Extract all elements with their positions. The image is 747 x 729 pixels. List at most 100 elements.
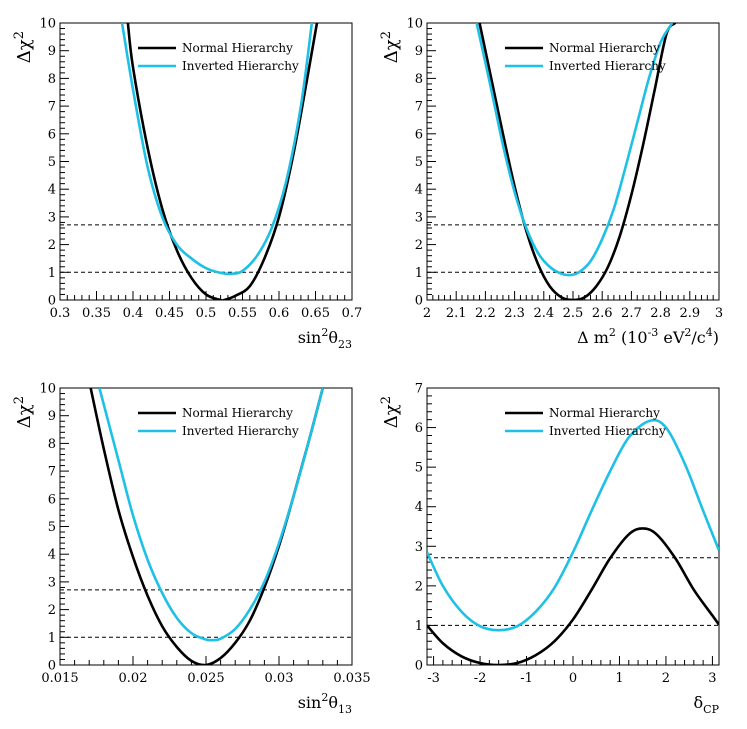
x-tick-label: 2.6: [592, 306, 613, 321]
x-tick-label: -1: [520, 671, 533, 686]
y-tick-label: 3: [48, 575, 56, 590]
y-axis-label: Δχ2: [12, 396, 35, 428]
chart-panel-4: 0 1 2 3 4 5 6 7 -3 -2 -1 0 1 2 3 Normal Hierarchy Invert…: [379, 382, 720, 717]
x-tick-label: 2.2: [475, 306, 496, 321]
y-tick-label: 3: [48, 210, 56, 225]
y-tick-label: 7: [415, 382, 423, 397]
normal-hierarchy-curve: [126, 23, 319, 300]
y-tick-label: 7: [48, 465, 56, 480]
y-tick-label: 1: [48, 631, 56, 646]
y-tick-label: 6: [48, 492, 56, 507]
x-tick-label: 0.035: [333, 671, 370, 686]
y-tick-label: 0: [48, 294, 56, 309]
x-tick-label: 2: [662, 671, 670, 686]
x-tick-label: 2.5: [563, 306, 584, 321]
legend-label: Inverted Hierarchy: [549, 424, 666, 438]
x-tick-label: 0.35: [82, 306, 111, 321]
inverted-hierarchy-curve: [98, 388, 325, 642]
y-tick-label: 9: [415, 44, 423, 59]
y-tick-label: 10: [406, 17, 423, 32]
y-tick-label: 0: [415, 659, 423, 674]
y-tick-label: 1: [415, 266, 423, 281]
x-tick-label: 2.8: [650, 306, 671, 321]
x-tick-label: 0.4: [123, 306, 144, 321]
x-tick-label: 2.1: [446, 306, 467, 321]
y-tick-label: 8: [415, 72, 423, 87]
x-tick-label: 0.7: [342, 306, 363, 321]
y-axis-label: Δχ2: [379, 396, 402, 428]
y-tick-label: 8: [48, 72, 56, 87]
x-tick-label: -2: [474, 671, 487, 686]
x-tick-label: 2.3: [504, 306, 525, 321]
y-tick-label: 1: [415, 619, 423, 634]
y-tick-label: 3: [415, 540, 423, 555]
y-tick-label: 8: [48, 437, 56, 452]
inverted-hierarchy-curve: [120, 23, 314, 276]
y-tick-label: 6: [415, 421, 423, 436]
legend-label: Normal Hierarchy: [549, 406, 660, 420]
inverted-hierarchy-curve: [427, 418, 719, 632]
chart-panel-2: 0 1 2 3 4 5 6 7 8 9 10 2 2.1 2.2 2.3 2.4 2.5 2.6 2.7 2.8 2.9…: [379, 17, 723, 348]
y-tick-label: 3: [415, 210, 423, 225]
y-tick-label: 4: [48, 183, 56, 198]
y-tick-label: 7: [48, 100, 56, 115]
x-axis-label: sin2θ13: [298, 691, 352, 716]
y-tick-label: 6: [48, 127, 56, 142]
x-tick-label: 0.6: [269, 306, 290, 321]
x-tick-label: 0: [569, 671, 577, 686]
legend-label: Normal Hierarchy: [182, 406, 293, 420]
x-tick-label: 2.4: [533, 306, 554, 321]
y-tick-label: 4: [415, 183, 423, 198]
y-tick-label: 5: [48, 520, 56, 535]
x-tick-label: 3: [708, 671, 716, 686]
y-tick-label: 2: [48, 603, 56, 618]
y-tick-label: 5: [415, 155, 423, 170]
x-axis-label: sin2θ23: [298, 326, 352, 351]
normal-hierarchy-curve: [478, 23, 677, 300]
y-tick-label: 2: [415, 579, 423, 594]
x-axis-label: Δ m2 (10-3 eV2/c4): [577, 326, 719, 347]
x-tick-label: -3: [427, 671, 440, 686]
legend-label: Inverted Hierarchy: [182, 424, 299, 438]
chart-panel-3: 0 1 2 3 4 5 6 7 8 9 10 0.015 0.02 0.025 0.03 0.035 Norma…: [12, 382, 371, 717]
chart-panel-1: 0 1 2 3 4 5 6 7 8 9 10 0.3 0.35 0.4 0.45 0.5 0.55 0.6 0.65…: [12, 17, 362, 352]
legend-label: Normal Hierarchy: [549, 41, 660, 55]
y-tick-label: 5: [48, 155, 56, 170]
x-tick-label: 0.025: [187, 671, 224, 686]
x-tick-label: 0.65: [301, 306, 330, 321]
x-tick-label: 0.3: [50, 306, 71, 321]
y-tick-label: 6: [415, 127, 423, 142]
y-tick-label: 7: [415, 100, 423, 115]
x-tick-label: 1: [615, 671, 623, 686]
x-tick-label: 0.02: [119, 671, 148, 686]
normal-hierarchy-curve: [427, 527, 719, 665]
legend-label: Normal Hierarchy: [182, 41, 293, 55]
y-tick-label: 10: [39, 17, 56, 32]
y-tick-label: 9: [48, 409, 56, 424]
x-tick-label: 3: [715, 306, 723, 321]
y-tick-label: 9: [48, 44, 56, 59]
y-tick-label: 0: [48, 659, 56, 674]
y-tick-label: 2: [48, 238, 56, 253]
y-tick-label: 4: [415, 500, 423, 515]
y-axis-label: Δχ2: [379, 31, 402, 63]
legend-label: Inverted Hierarchy: [182, 59, 299, 73]
inverted-hierarchy-curve: [475, 23, 674, 277]
y-tick-label: 1: [48, 266, 56, 281]
x-tick-label: 2.7: [621, 306, 642, 321]
y-tick-label: 0: [415, 294, 423, 309]
y-tick-label: 10: [39, 382, 56, 397]
x-tick-label: 0.45: [155, 306, 184, 321]
y-axis-label: Δχ2: [12, 31, 35, 63]
x-tick-label: 0.015: [41, 671, 78, 686]
y-tick-label: 4: [48, 548, 56, 563]
x-tick-label: 2: [423, 306, 431, 321]
x-axis-label: δCP: [694, 693, 720, 716]
y-tick-label: 2: [415, 238, 423, 253]
x-tick-label: 0.55: [228, 306, 257, 321]
y-tick-label: 5: [415, 461, 423, 476]
x-tick-label: 2.9: [679, 306, 700, 321]
x-tick-label: 0.03: [265, 671, 294, 686]
x-tick-label: 0.5: [196, 306, 217, 321]
